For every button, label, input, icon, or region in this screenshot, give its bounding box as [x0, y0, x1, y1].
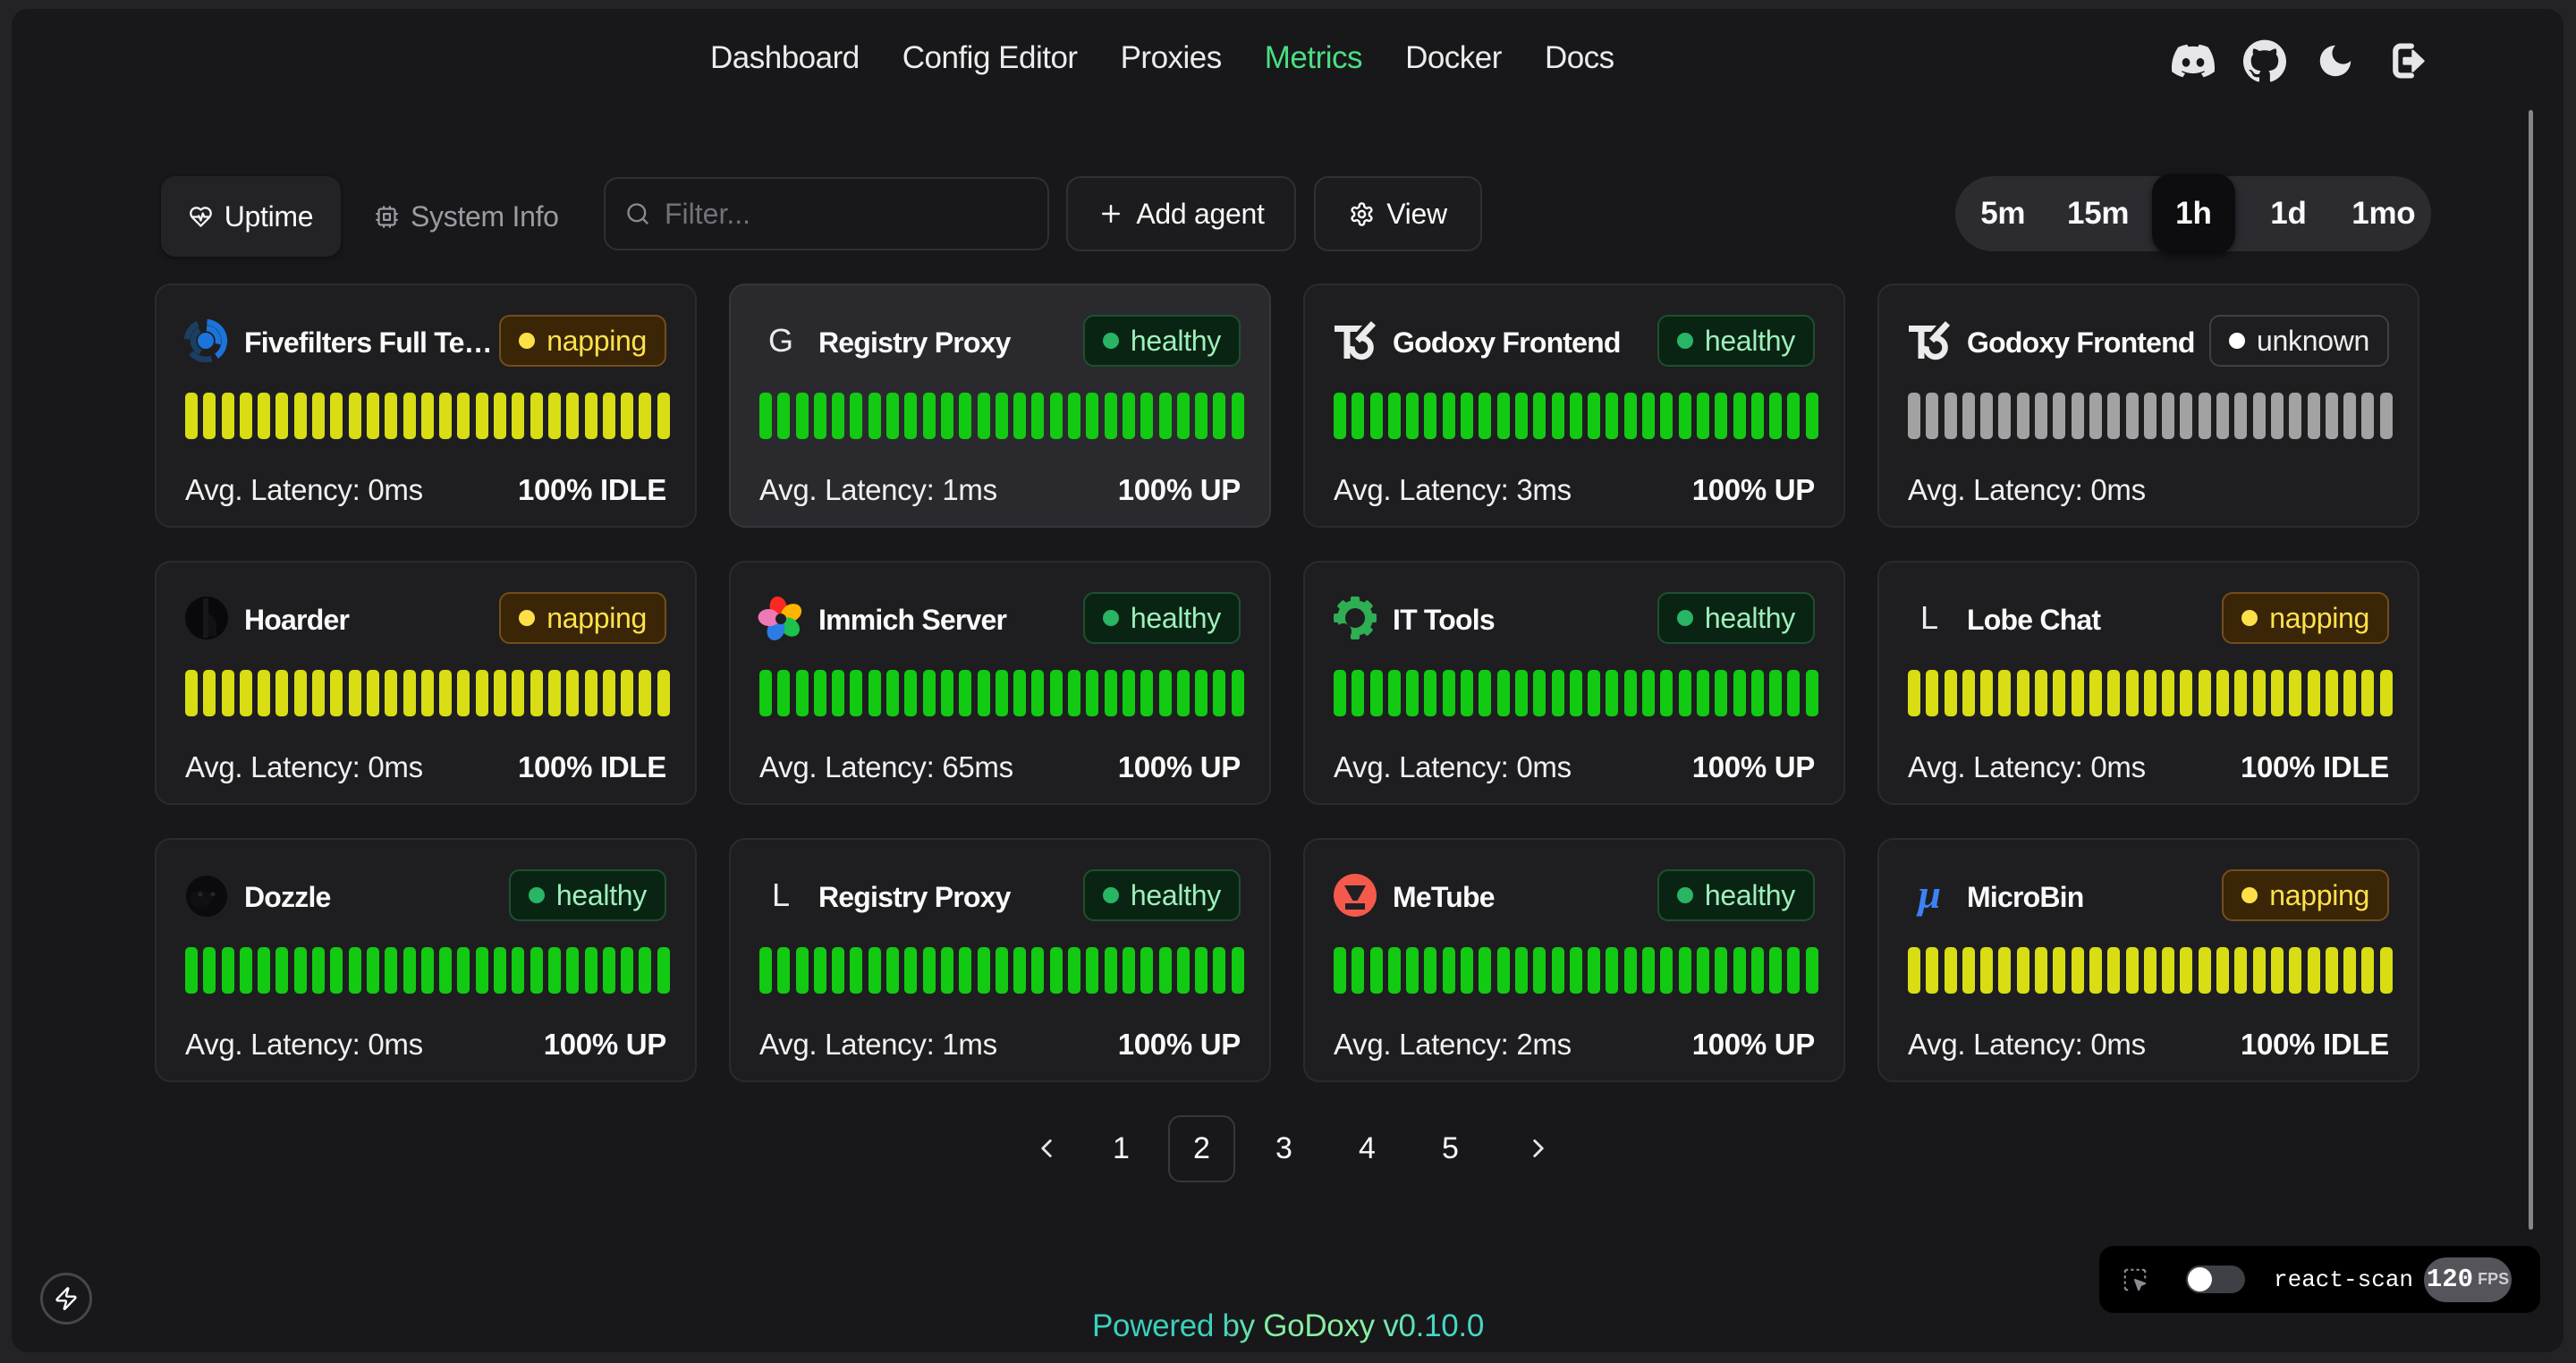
svg-text:µ: µ — [1916, 872, 1942, 917]
